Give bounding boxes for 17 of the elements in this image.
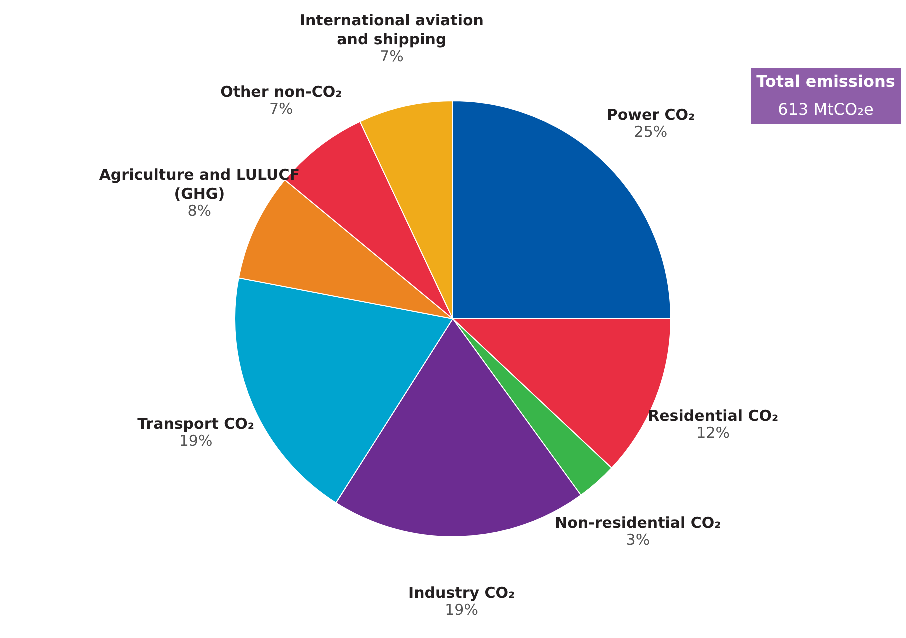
slice-label: Industry CO₂ <box>408 584 516 602</box>
data-label: 12% <box>696 424 730 442</box>
text: 613 MtCO₂e <box>778 100 874 119</box>
data-label: 8% <box>188 202 212 220</box>
slice-label: Other non-CO₂ <box>220 82 342 101</box>
data-label: 25% <box>634 123 668 142</box>
slice-label: Residential CO₂ <box>648 407 779 426</box>
slice-label: Power CO₂ <box>606 106 696 124</box>
slice-label: Non-residential CO₂ <box>555 514 722 532</box>
data-label: 3% <box>626 531 650 550</box>
slice-label: Transport CO₂ <box>138 415 254 434</box>
data-label: 7% <box>269 100 294 118</box>
slice-label: International aviation and shipping <box>300 12 484 49</box>
data-label: 7% <box>380 48 404 66</box>
text: Total emissions <box>756 72 896 91</box>
data-label: 19% <box>179 432 213 450</box>
data-label: 19% <box>445 600 478 619</box>
